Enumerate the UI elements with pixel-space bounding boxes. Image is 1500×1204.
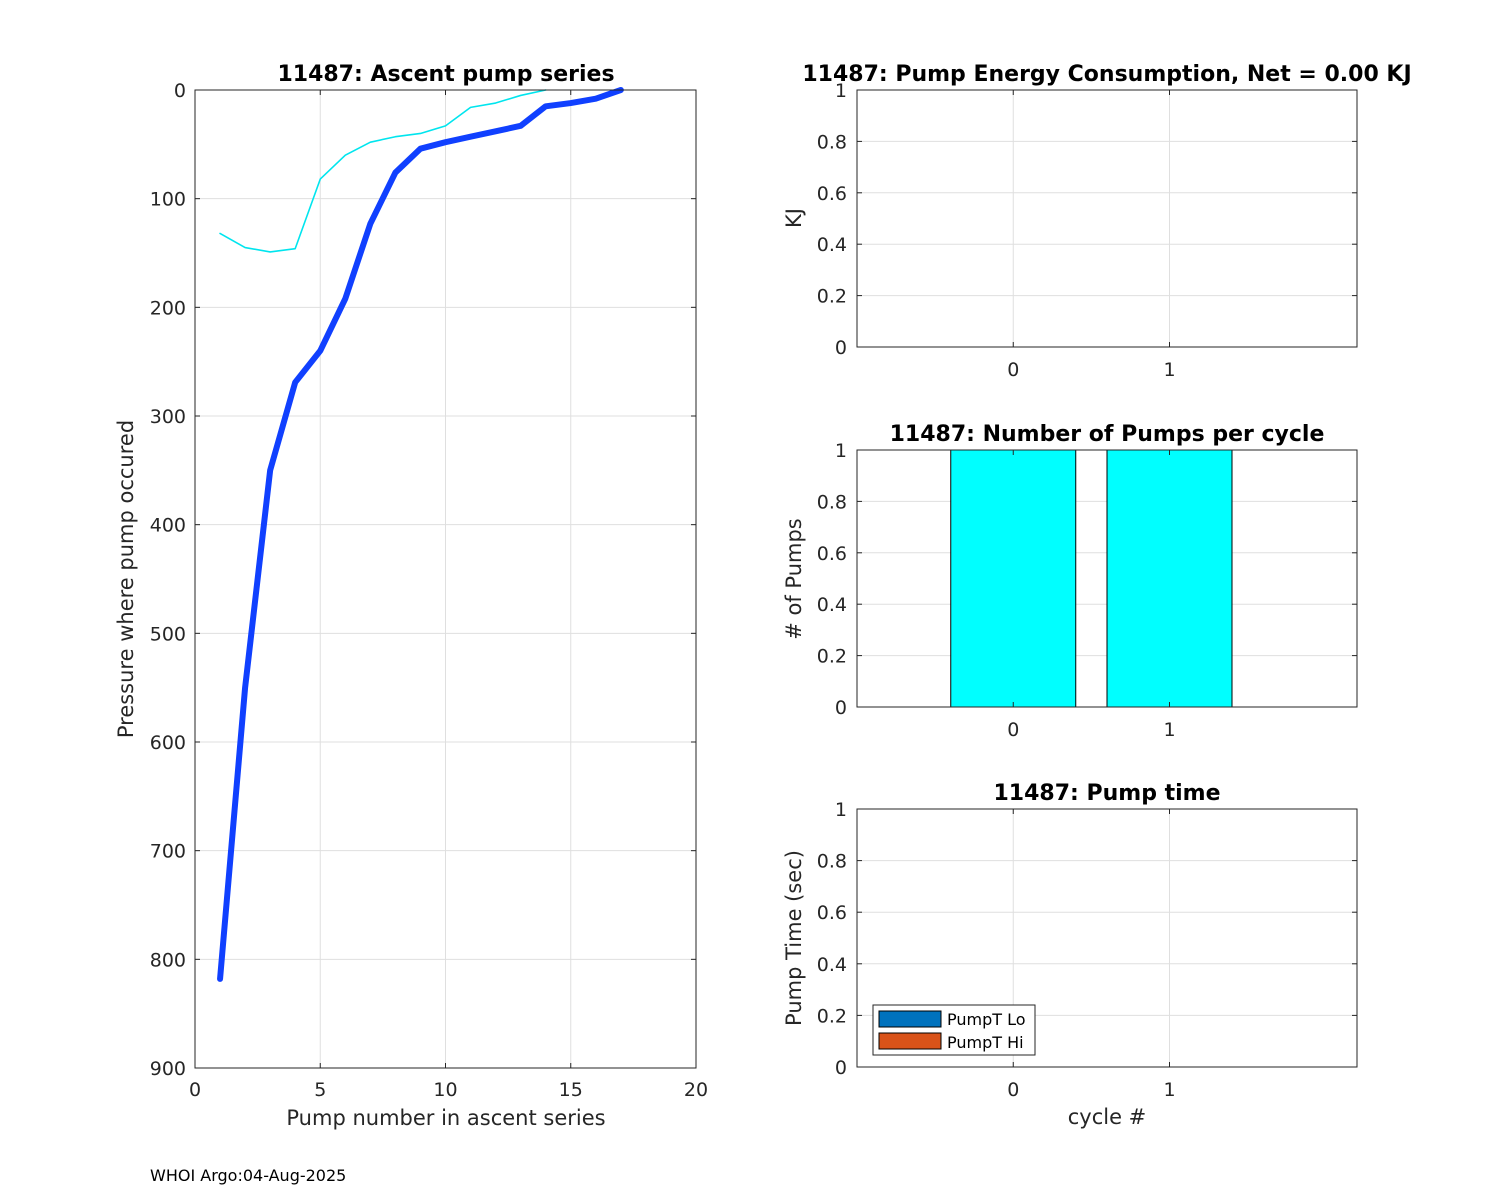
pumptime-ytick-label: 0 [835, 1057, 847, 1079]
ascent-ytick-label: 200 [150, 297, 186, 319]
pumptime-legend[interactable]: PumpT Lo PumpT Hi [872, 1004, 1036, 1056]
ascent-ytick-label: 800 [150, 949, 186, 971]
pumps-ytick-label: 0.2 [817, 646, 847, 668]
energy-xtick-label: 1 [1163, 359, 1175, 381]
ascent-xtick-label: 5 [314, 1079, 326, 1101]
pumps-axes-frame [856, 449, 1358, 708]
pumptime-axes-frame [856, 808, 1358, 1068]
pumptime-xtick-label: 1 [1163, 1079, 1175, 1101]
energy-ytick-label: 0.6 [817, 183, 847, 205]
pumptime-ytick-label: 1 [835, 799, 847, 821]
pumptime-title: 11487: Pump time [993, 781, 1220, 806]
ascent-ylabel: Pressure where pump occured [114, 420, 138, 738]
ascent-xtick-label: 20 [684, 1079, 708, 1101]
ascent-series-line-cyan [219, 89, 547, 253]
pumptime-xtick-label: 0 [1007, 1079, 1019, 1101]
energy-axes-frame [856, 89, 1358, 348]
legend-label-pumpt-lo: PumpT Lo [947, 1010, 1026, 1029]
ascent-panel: 11487: Ascent pump series 0 5 10 15 20010020… [114, 62, 708, 1130]
pumps-ytick-label: 0.4 [817, 594, 847, 616]
pumps-ytick-label: 1 [835, 440, 847, 462]
pumptime-xlabel: cycle # [1068, 1105, 1147, 1129]
pumptime-ytick-label: 0.2 [817, 1005, 847, 1027]
energy-panel: 11487: Pump Energy Consumption, Net = 0.… [782, 62, 1412, 381]
ascent-xtick-label: 15 [559, 1079, 583, 1101]
pumps-bar [950, 449, 1077, 708]
legend-label-pumpt-hi: PumpT Hi [947, 1033, 1024, 1052]
ascent-ytick-label: 600 [150, 732, 186, 754]
ascent-xtick-label: 10 [433, 1079, 457, 1101]
ascent-xlabel: Pump number in ascent series [286, 1106, 605, 1130]
ascent-ytick-label: 700 [150, 841, 186, 863]
pumps-title: 11487: Number of Pumps per cycle [890, 422, 1325, 447]
energy-title: 11487: Pump Energy Consumption, Net = 0.… [802, 62, 1411, 87]
pumps-ytick-label: 0.8 [817, 491, 847, 513]
pumptime-ylabel: Pump Time (sec) [782, 850, 806, 1026]
pumps-xtick-label: 0 [1007, 719, 1019, 741]
energy-ytick-label: 0.2 [817, 286, 847, 308]
pumps-ylabel: # of Pumps [782, 518, 806, 640]
energy-ylabel: KJ [782, 208, 806, 228]
ascent-ytick-label: 300 [150, 406, 186, 428]
energy-ytick-label: 0 [835, 337, 847, 359]
footer-credit: WHOI Argo:04-Aug-2025 [150, 1166, 347, 1185]
ascent-ytick-label: 500 [150, 623, 186, 645]
energy-ytick-label: 1 [835, 80, 847, 102]
pumptime-ytick-label: 0.4 [817, 954, 847, 976]
pumps-xtick-label: 1 [1163, 719, 1175, 741]
energy-ytick-label: 0.8 [817, 131, 847, 153]
pumptime-ytick-label: 0.6 [817, 902, 847, 924]
pumps-ytick-label: 0.6 [817, 543, 847, 565]
ascent-ytick-label: 900 [150, 1058, 186, 1080]
pumptime-panel: 11487: Pump time 0 1 0 0.2 0.4 0.6 0.8 1 cycle … [782, 781, 1358, 1129]
pumptime-ytick-label: 0.8 [817, 851, 847, 873]
ascent-xtick-label: 0 [189, 1079, 201, 1101]
pumps-ytick-label: 0 [835, 697, 847, 719]
ascent-ytick-label: 400 [150, 515, 186, 537]
pumps-panel: 11487: Number of Pumps per cycle 0 1 0 0.2 0… [782, 422, 1358, 741]
pumps-bar [1106, 449, 1233, 708]
ascent-ytick-label: 100 [150, 189, 186, 211]
legend-swatch-pumpt-lo [878, 1010, 942, 1028]
energy-xtick-label: 0 [1007, 359, 1019, 381]
legend-swatch-pumpt-hi [878, 1032, 942, 1050]
energy-ytick-label: 0.4 [817, 234, 847, 256]
ascent-series-line-blue [217, 87, 624, 982]
ascent-ytick-label: 0 [174, 80, 186, 102]
ascent-title: 11487: Ascent pump series [277, 62, 614, 87]
